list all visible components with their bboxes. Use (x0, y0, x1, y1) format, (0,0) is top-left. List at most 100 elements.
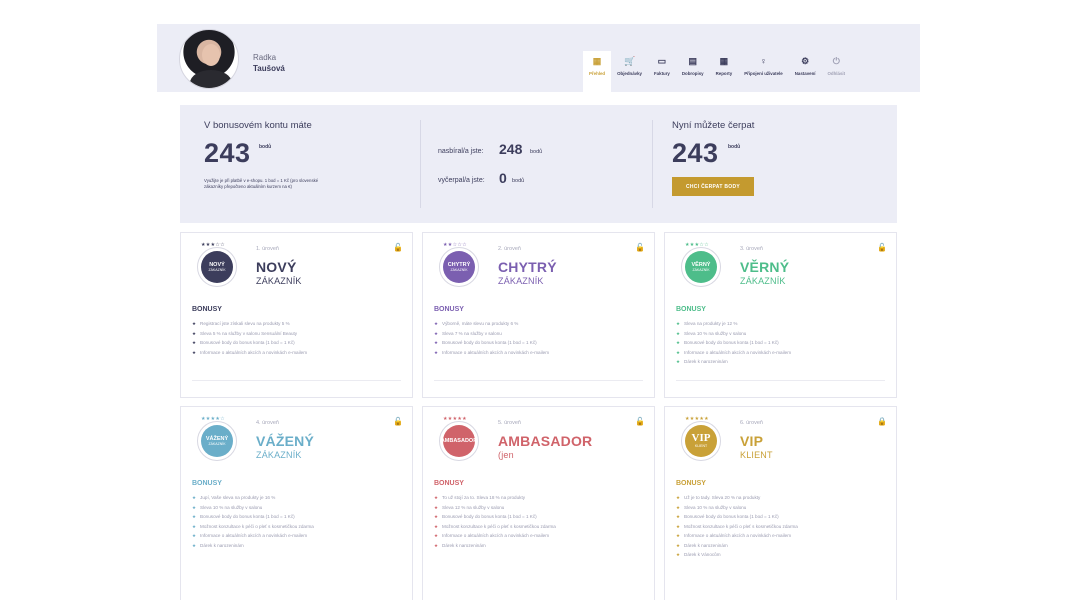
divider (434, 380, 643, 381)
open-lock-icon: 🔓 (635, 417, 645, 426)
badge-title: CHYTRÝ (447, 261, 471, 268)
level-card: ★★☆☆☆ CHYTRÝ ZÁKAZNÍK 2. úroveň CHYTRÝ ZÁKAZN… (422, 232, 655, 398)
level-subname: ZÁKAZNÍK (740, 276, 786, 286)
open-lock-icon: 🔓 (877, 243, 887, 252)
divider (192, 380, 401, 381)
list-item: Bonusové body do bonus konta (1 bod = 1 … (676, 512, 798, 522)
avatar (179, 29, 239, 89)
list-item: Sleva na produkty je 12 % (676, 319, 791, 329)
list-item: Dárek k narozeninám (676, 357, 791, 367)
available-value: 243 (672, 138, 719, 168)
bonus-list: To už stojí za to. Sleva 18 % na produkt… (434, 493, 556, 550)
nav-item-cart[interactable]: 🛒 Objednávky (611, 51, 648, 92)
level-badge: AMBASADOR (439, 421, 479, 461)
user-first-name: Radka (253, 53, 277, 62)
list-item: Registrací jste získali slevu na produkt… (192, 319, 307, 329)
list-item: Dárek k narozeninám (676, 541, 798, 551)
bonus-note: Využijte je při platbě v e-shopu. 1 bod … (204, 178, 319, 189)
level-name: CHYTRÝ (498, 259, 557, 275)
level-badge: NOVÝ ZÁKAZNÍK (197, 247, 237, 287)
level-card: ★★★☆☆ VĚRNÝ ZÁKAZNÍK 3. úroveň VĚRNÝ ZÁKAZNÍK… (664, 232, 897, 398)
level-name: VĚRNÝ (740, 259, 790, 275)
list-item: Možnost konzultace k péči o pleť s kosme… (676, 522, 798, 532)
bonus-title: V bonusovém kontu máte (204, 120, 312, 131)
nav-item-logout[interactable]: ⏻ Odhlásit (822, 51, 852, 92)
bonus-heading: BONUSY (676, 480, 706, 487)
bonus-heading: BONUSY (192, 306, 222, 313)
collected-value: 248 (499, 141, 523, 157)
list-item: Bonusové body do bonus konta (1 bod = 1 … (192, 338, 307, 348)
nav-item-label: Faktury (654, 71, 670, 76)
level-subname: ZÁKAZNÍK (256, 450, 302, 460)
bonus-list: Výborně, máte slevu na produkty 6 %Sleva… (434, 319, 549, 357)
list-item: Informace o aktuálních akcích a novinkác… (434, 348, 549, 358)
level-badge: VÁŽENÝ ZÁKAZNÍK (197, 421, 237, 461)
dashboard-icon: ▦ (592, 56, 602, 66)
list-item: Dárek k Vánocům (676, 550, 798, 560)
level-subname: (jen (498, 450, 514, 460)
level-card: ★★★☆☆ NOVÝ ZÁKAZNÍK 1. úroveň NOVÝ ZÁKAZNÍK 🔓 B… (180, 232, 413, 398)
list-item: Dárek k narozeninám (434, 541, 556, 551)
bonus-list: Už je to tady. Sleva 20 % na produktySle… (676, 493, 798, 560)
level-name: NOVÝ (256, 259, 297, 275)
collected-unit: bodů (530, 149, 543, 155)
bonus-list: Jupí, Vaše sleva na produkty je 16 %Slev… (192, 493, 314, 550)
voucher-icon: ▤ (688, 56, 697, 66)
badge-subtitle: ZÁKAZNÍK (692, 267, 710, 272)
badge-subtitle: ZÁKAZNÍK (208, 267, 226, 272)
level-card: ★★★★★ AMBASADOR 5. úroveň AMBASADOR (jen 🔓 BON… (422, 406, 655, 600)
divider (676, 380, 885, 381)
cart-icon: 🛒 (623, 56, 636, 66)
bonus-balance-unit: bodů (259, 144, 272, 150)
list-item: Sleva 10 % na služby v salonu (676, 329, 791, 339)
bonus-heading: BONUSY (676, 306, 706, 313)
stars-icon: ★★★★☆ (201, 416, 225, 422)
list-item: Informace o aktuálních akcích a novinkác… (192, 348, 307, 358)
list-item: Dárek k narozeninám (192, 541, 314, 551)
level-badge: VĚRNÝ ZÁKAZNÍK (681, 247, 721, 287)
badge-title: NOVÝ (209, 261, 225, 268)
nav-item-label: Odhlásit (827, 71, 846, 76)
list-item: Možnost konzultace k péči o pleť s kosme… (434, 522, 556, 532)
nav-item-folder[interactable]: ▭ Faktury (648, 51, 676, 92)
open-lock-icon: 🔓 (635, 243, 645, 252)
badge-title: VIP (691, 432, 711, 444)
list-item: Bonusové body do bonus konta (1 bod = 1 … (192, 512, 314, 522)
bonus-balance: 243 (204, 138, 251, 168)
list-item: Informace o aktuálních akcích a novinkác… (676, 531, 798, 541)
level-number: 5. úroveň (498, 420, 521, 426)
list-item: Bonusové body do bonus konta (1 bod = 1 … (676, 338, 791, 348)
level-subname: KLIENT (740, 450, 773, 460)
nav-item-label: Připojení uživatele (744, 71, 783, 76)
nav-item-voucher[interactable]: ▤ Dobropisy (676, 51, 710, 92)
user-link-icon: ♀ (760, 56, 767, 66)
badge-title: VÁŽENÝ (205, 435, 229, 442)
stars-icon: ★★☆☆☆ (443, 242, 467, 248)
folder-icon: ▭ (657, 56, 667, 66)
level-name: VIP (740, 433, 764, 449)
badge-title: AMBASADOR (440, 438, 478, 444)
badge-subtitle: ZÁKAZNÍK (450, 267, 468, 272)
level-subname: ZÁKAZNÍK (498, 276, 544, 286)
divider (420, 120, 421, 208)
gear-icon: ⚙ (801, 56, 810, 66)
nav-item-user-link[interactable]: ♀ Připojení uživatele (738, 51, 789, 92)
spent-unit: bodů (512, 178, 525, 184)
level-number: 6. úroveň (740, 420, 763, 426)
level-badge: VIP KLIENT (681, 421, 721, 461)
list-item: Sleva 5 % na služby v salonu Sensuální B… (192, 329, 307, 339)
list-item: Sleva 10 % na služby v salonu (676, 503, 798, 513)
nav-item-reports[interactable]: ▦ Reporty (710, 51, 739, 92)
nav-item-label: Dobropisy (681, 71, 704, 76)
stars-icon: ★★★★★ (685, 416, 709, 422)
account-page: Radka Taušová ▦ Přehled 🛒 Objednávky ▭ Faktur… (157, 24, 920, 600)
redeem-points-button[interactable]: CHCI ČERPAT BODY (672, 177, 754, 196)
nav-item-dashboard[interactable]: ▦ Přehled (583, 51, 612, 92)
level-name: VÁŽENÝ (256, 433, 314, 449)
stars-icon: ★★★★★ (443, 416, 467, 422)
list-item: Bonusové body do bonus konta (1 bod = 1 … (434, 338, 549, 348)
list-item: Sleva 12 % na služby v salonu (434, 503, 556, 513)
nav-item-gear[interactable]: ⚙ Nastavení (789, 51, 822, 92)
bonus-heading: BONUSY (192, 480, 222, 487)
